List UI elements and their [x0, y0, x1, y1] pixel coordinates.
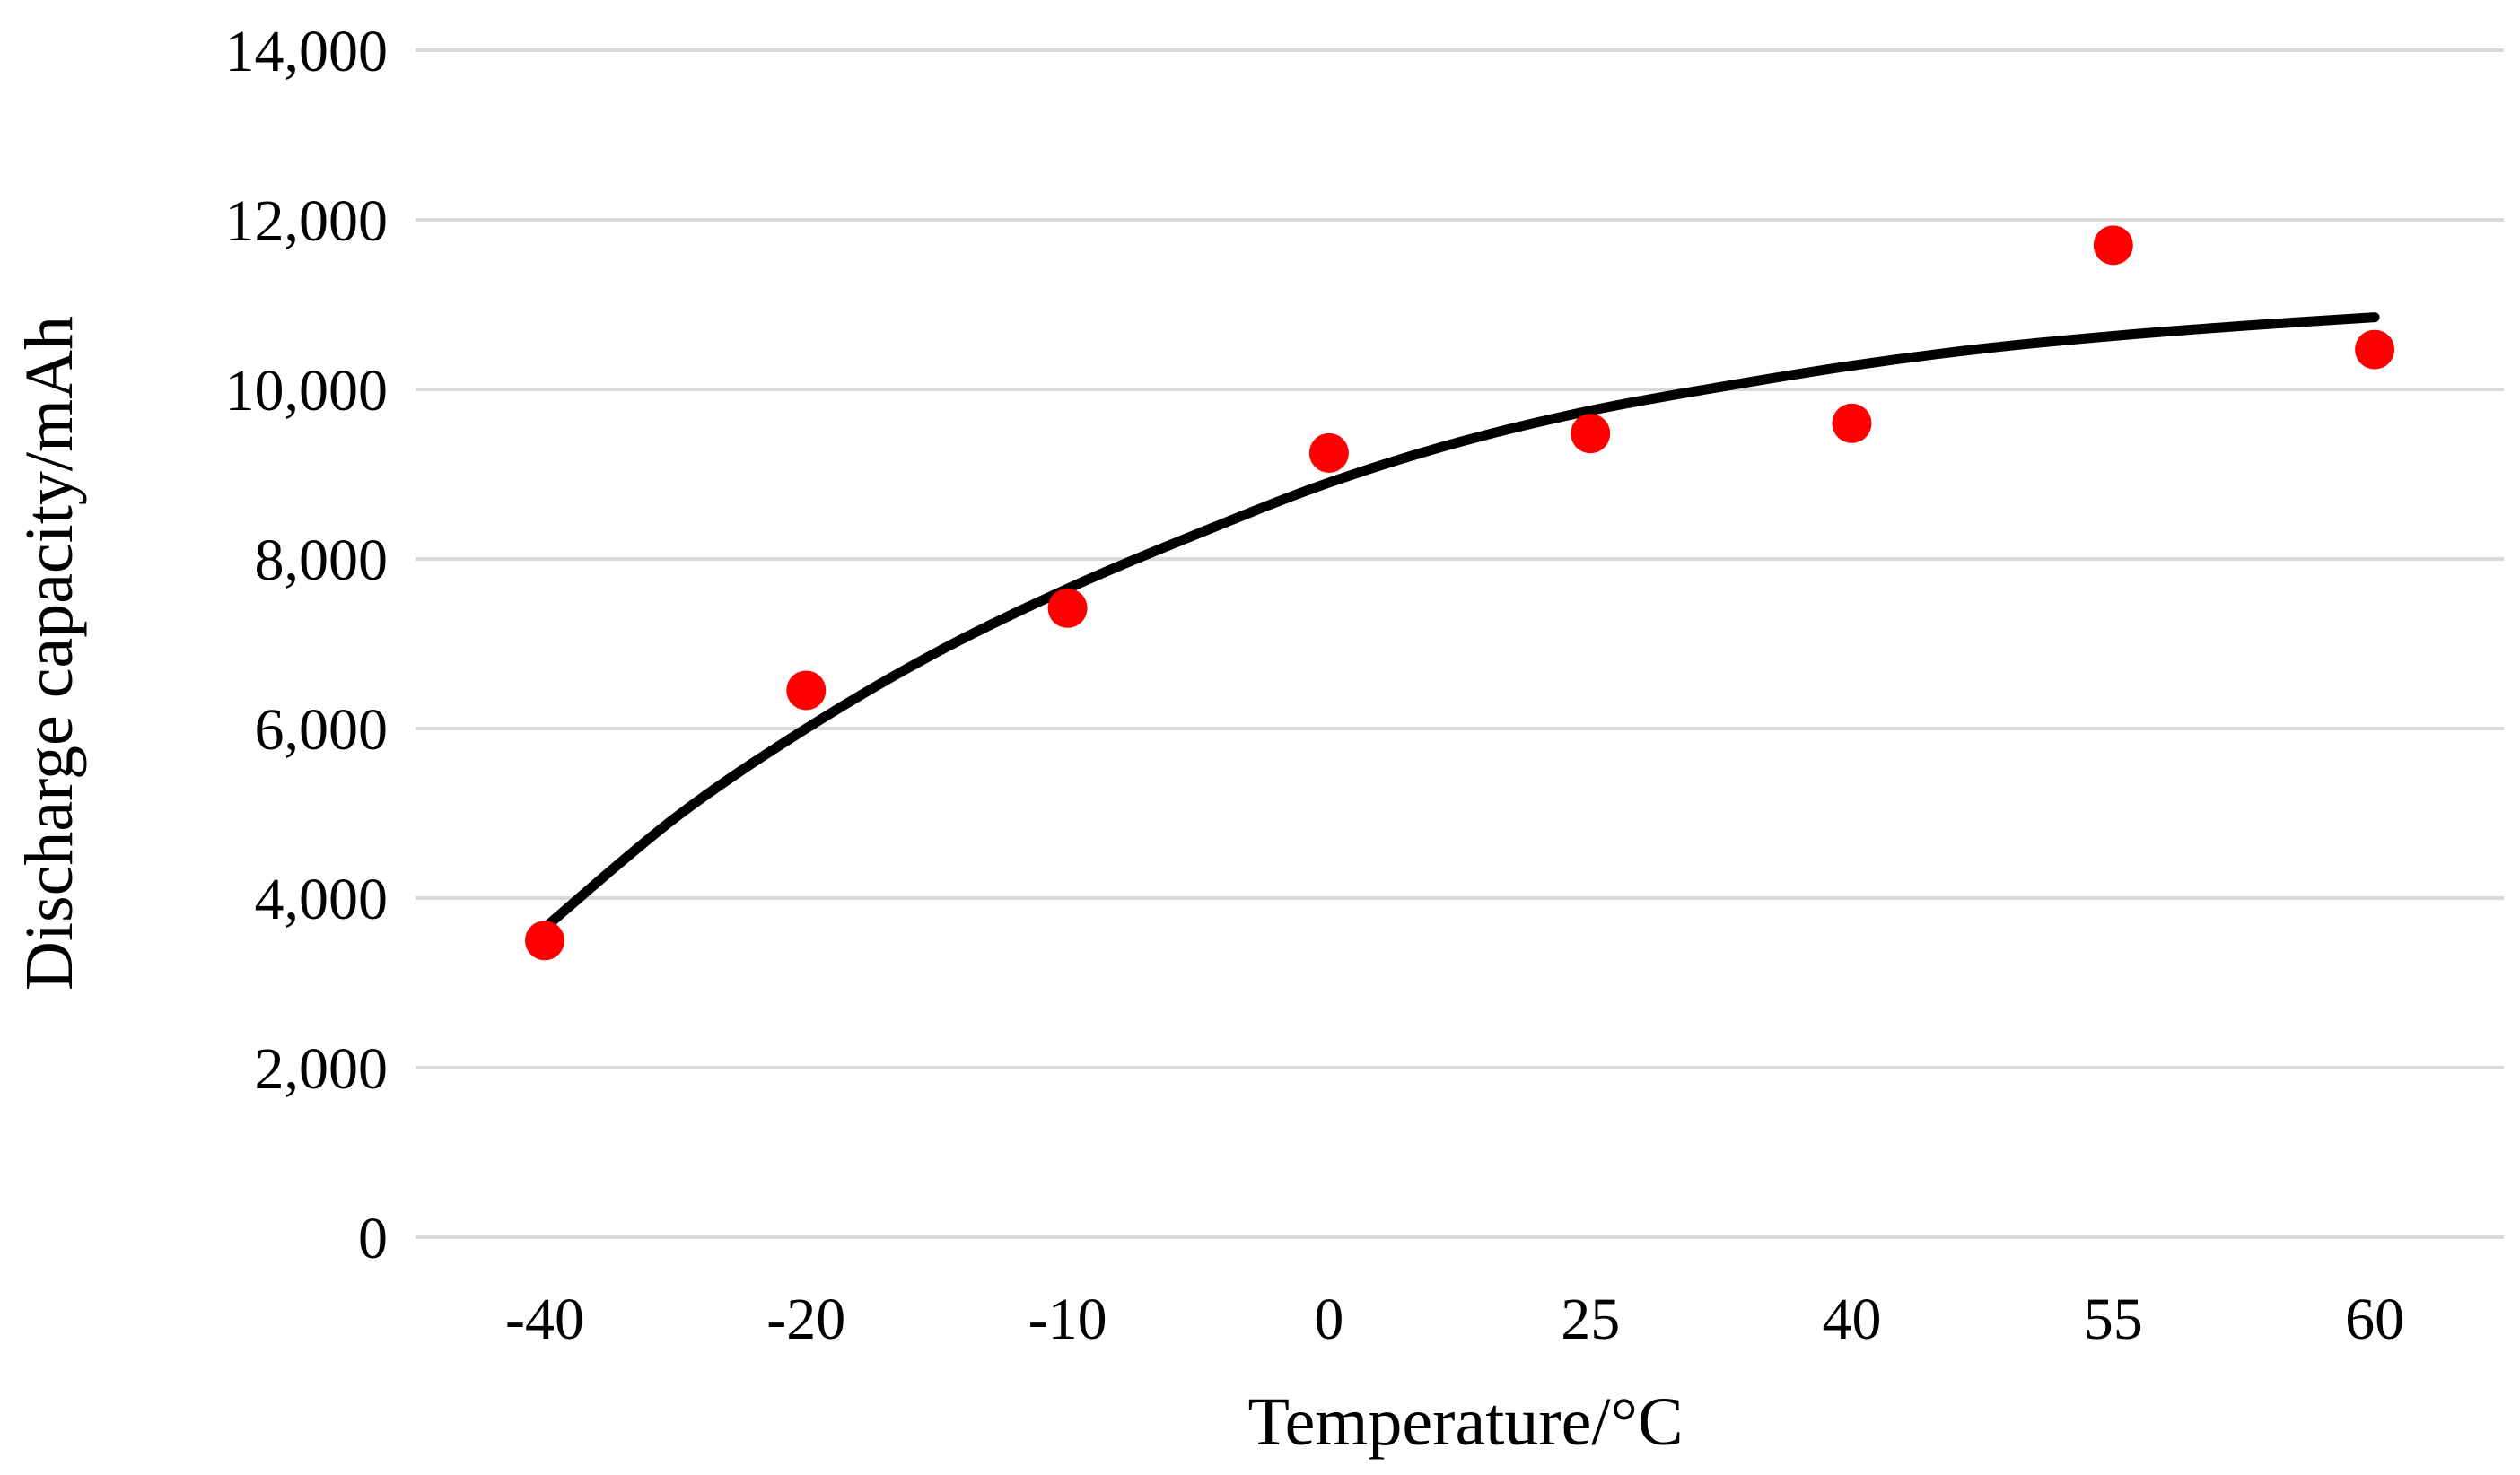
- x-tick-label: 60: [2345, 1287, 2404, 1352]
- x-tick-label: -10: [1028, 1287, 1107, 1352]
- y-tick-label: 4,000: [255, 867, 389, 932]
- data-point--20: [786, 670, 827, 711]
- y-tick-label: 14,000: [225, 19, 389, 84]
- x-tick-label: 0: [1314, 1287, 1343, 1352]
- trendline: [539, 312, 2380, 933]
- y-axis-title: Discharge capacity/mAh: [12, 316, 87, 991]
- data-point--40: [525, 921, 564, 961]
- y-tick-label: 12,000: [225, 188, 389, 254]
- x-tick-label: 25: [1561, 1287, 1620, 1352]
- x-axis-ticks: -40 -20 -10 0 25 40 55 60: [505, 1287, 2404, 1352]
- x-tick-label: -40: [505, 1287, 584, 1352]
- data-point-60: [2355, 329, 2395, 370]
- data-point-0: [1308, 432, 1349, 473]
- trendline-layer: [539, 312, 2380, 933]
- x-tick-label: -20: [766, 1287, 845, 1352]
- y-tick-label: 2,000: [255, 1036, 389, 1102]
- x-tick-label: 40: [1823, 1287, 1882, 1352]
- gridlines: [416, 48, 2504, 1239]
- x-axis-title: Temperature/°C: [1247, 1384, 1683, 1460]
- data-point-25: [1571, 414, 1611, 454]
- y-axis-ticks: 0 2,000 4,000 6,000 8,000 10,000 12,000 14,000: [225, 19, 389, 1271]
- data-point-55: [2093, 225, 2133, 266]
- x-tick-label: 55: [2084, 1287, 2143, 1352]
- y-tick-label: 10,000: [225, 358, 389, 423]
- data-point-40: [1832, 403, 1872, 443]
- y-tick-label: 0: [358, 1206, 388, 1271]
- data-point--10: [1047, 588, 1088, 628]
- y-tick-label: 8,000: [255, 528, 389, 593]
- y-tick-label: 6,000: [255, 697, 389, 763]
- data-points: [525, 225, 2395, 961]
